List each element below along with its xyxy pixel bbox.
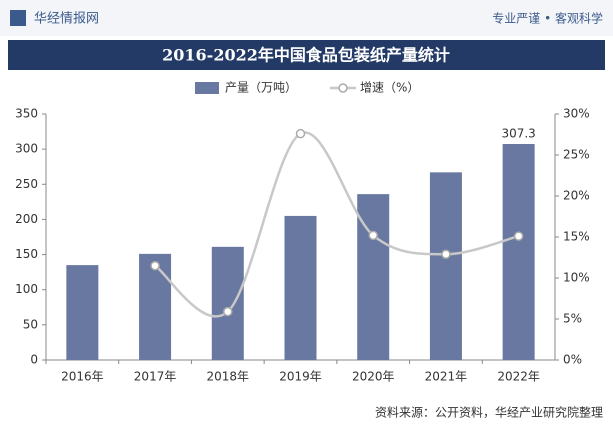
y-tick-label: 300 [15,142,38,156]
bar [429,172,462,360]
logo-icon [10,10,26,26]
bar [502,144,535,360]
y-tick-label: 0 [30,353,38,367]
y2-tick-label: 30% [563,107,590,121]
x-tick-label: 2018年 [207,370,250,384]
bar [284,215,317,360]
bar [211,246,244,360]
y2-tick-label: 15% [563,230,590,244]
legend-label: 产量（万吨） [225,81,297,95]
y-tick-label: 350 [15,107,38,121]
x-tick-label: 2020年 [352,370,395,384]
y-tick-label: 50 [23,317,38,331]
chart-title: 2016-2022年中国食品包装纸产量统计 [162,46,450,65]
legend-swatch [195,82,219,94]
x-tick-label: 2019年 [279,370,322,384]
brand: 华经情报网 [34,12,99,27]
data-label: 307.3 [501,127,535,141]
line-marker [441,249,451,259]
top-bar [0,0,613,36]
y2-tick-label: 25% [563,148,590,162]
y-tick-label: 250 [15,177,38,191]
line-marker [150,260,160,271]
line [154,131,519,318]
slogan: 专业严谨 • 客观科学 [492,11,603,26]
legend-label: 增速（%） [360,81,419,95]
x-tick-label: 2017年 [134,370,177,384]
legend-swatch [338,83,348,93]
y-tick-label: 100 [15,282,38,296]
line-marker [368,230,378,241]
line-marker [223,306,233,317]
x-tick-label: 2022年 [497,370,540,384]
source: 资料来源：公开资料，华经产业研究院整理 [375,405,603,420]
x-tick-label: 2016年 [61,370,104,384]
x-tick-label: 2021年 [425,370,468,384]
line-marker [295,128,306,139]
bar [139,253,172,360]
title-bar [8,40,605,70]
y2-tick-label: 5% [563,312,582,326]
y-tick-label: 150 [15,247,38,261]
bar [357,194,390,360]
bar [66,265,99,360]
y2-tick-label: 20% [563,189,590,203]
y2-tick-label: 10% [563,271,590,285]
y-tick-label: 200 [15,212,38,226]
y2-tick-label: 0% [563,353,582,367]
line-marker [513,231,524,241]
